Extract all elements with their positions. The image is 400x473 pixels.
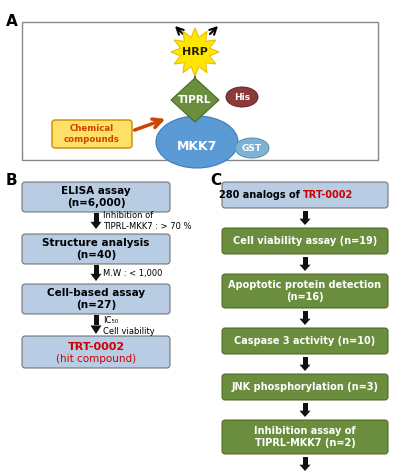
Text: B: B (6, 173, 18, 188)
Text: GST: GST (242, 143, 262, 152)
Polygon shape (171, 28, 219, 76)
FancyBboxPatch shape (22, 182, 170, 212)
Polygon shape (90, 274, 102, 281)
FancyBboxPatch shape (222, 420, 388, 454)
Text: Inhibition assay of
TIPRL-MKK7 (n=2): Inhibition assay of TIPRL-MKK7 (n=2) (254, 426, 356, 448)
Polygon shape (302, 257, 308, 265)
Polygon shape (94, 315, 98, 325)
Ellipse shape (156, 116, 238, 168)
Polygon shape (94, 265, 98, 274)
Text: Inhibition of
TIPRL-MKK7 : > 70 %: Inhibition of TIPRL-MKK7 : > 70 % (103, 211, 192, 231)
FancyBboxPatch shape (222, 228, 388, 254)
FancyBboxPatch shape (22, 284, 170, 314)
Text: Apoptotic protein detection
(n=16): Apoptotic protein detection (n=16) (228, 280, 382, 302)
Text: C: C (210, 173, 221, 188)
Text: A: A (6, 14, 18, 29)
Polygon shape (300, 319, 310, 325)
Polygon shape (302, 403, 308, 411)
Polygon shape (300, 411, 310, 417)
Text: Chemical
compounds: Chemical compounds (64, 124, 120, 144)
Text: JNK phosphorylation (n=3): JNK phosphorylation (n=3) (232, 382, 378, 392)
Polygon shape (300, 265, 310, 271)
Text: ELISA assay
(n=6,000): ELISA assay (n=6,000) (61, 186, 131, 208)
FancyBboxPatch shape (222, 182, 388, 208)
Polygon shape (300, 219, 310, 225)
Text: Cell-based assay
(n=27): Cell-based assay (n=27) (47, 288, 145, 310)
Text: 280 analogs of: 280 analogs of (219, 190, 303, 200)
Text: MKK7: MKK7 (177, 140, 217, 152)
Text: IC₅₀
Cell viability: IC₅₀ Cell viability (103, 316, 155, 336)
Text: M.W : < 1,000: M.W : < 1,000 (103, 269, 162, 278)
Text: Structure analysis
(n=40): Structure analysis (n=40) (42, 238, 150, 260)
Text: Cell viability assay (n=19): Cell viability assay (n=19) (233, 236, 377, 246)
Ellipse shape (226, 87, 258, 107)
Polygon shape (302, 357, 308, 365)
Polygon shape (171, 78, 219, 122)
Text: His: His (234, 93, 250, 102)
Text: TRT-0002: TRT-0002 (303, 190, 353, 200)
FancyBboxPatch shape (22, 336, 170, 368)
Polygon shape (300, 464, 310, 471)
Text: Caspase 3 activity (n=10): Caspase 3 activity (n=10) (234, 336, 376, 346)
FancyBboxPatch shape (22, 234, 170, 264)
Polygon shape (90, 222, 102, 229)
Polygon shape (302, 311, 308, 319)
Bar (22, 22, 378, 160)
Text: HRP: HRP (182, 47, 208, 57)
FancyBboxPatch shape (222, 374, 388, 400)
Polygon shape (94, 213, 98, 222)
FancyBboxPatch shape (52, 120, 132, 148)
Text: TIPRL: TIPRL (178, 95, 212, 105)
Ellipse shape (235, 138, 269, 158)
Text: (hit compound): (hit compound) (56, 354, 136, 364)
Polygon shape (300, 365, 310, 371)
Polygon shape (90, 325, 102, 334)
FancyBboxPatch shape (222, 328, 388, 354)
Polygon shape (302, 457, 308, 464)
Text: TRT-0002: TRT-0002 (68, 342, 124, 352)
Polygon shape (302, 211, 308, 219)
FancyBboxPatch shape (222, 274, 388, 308)
